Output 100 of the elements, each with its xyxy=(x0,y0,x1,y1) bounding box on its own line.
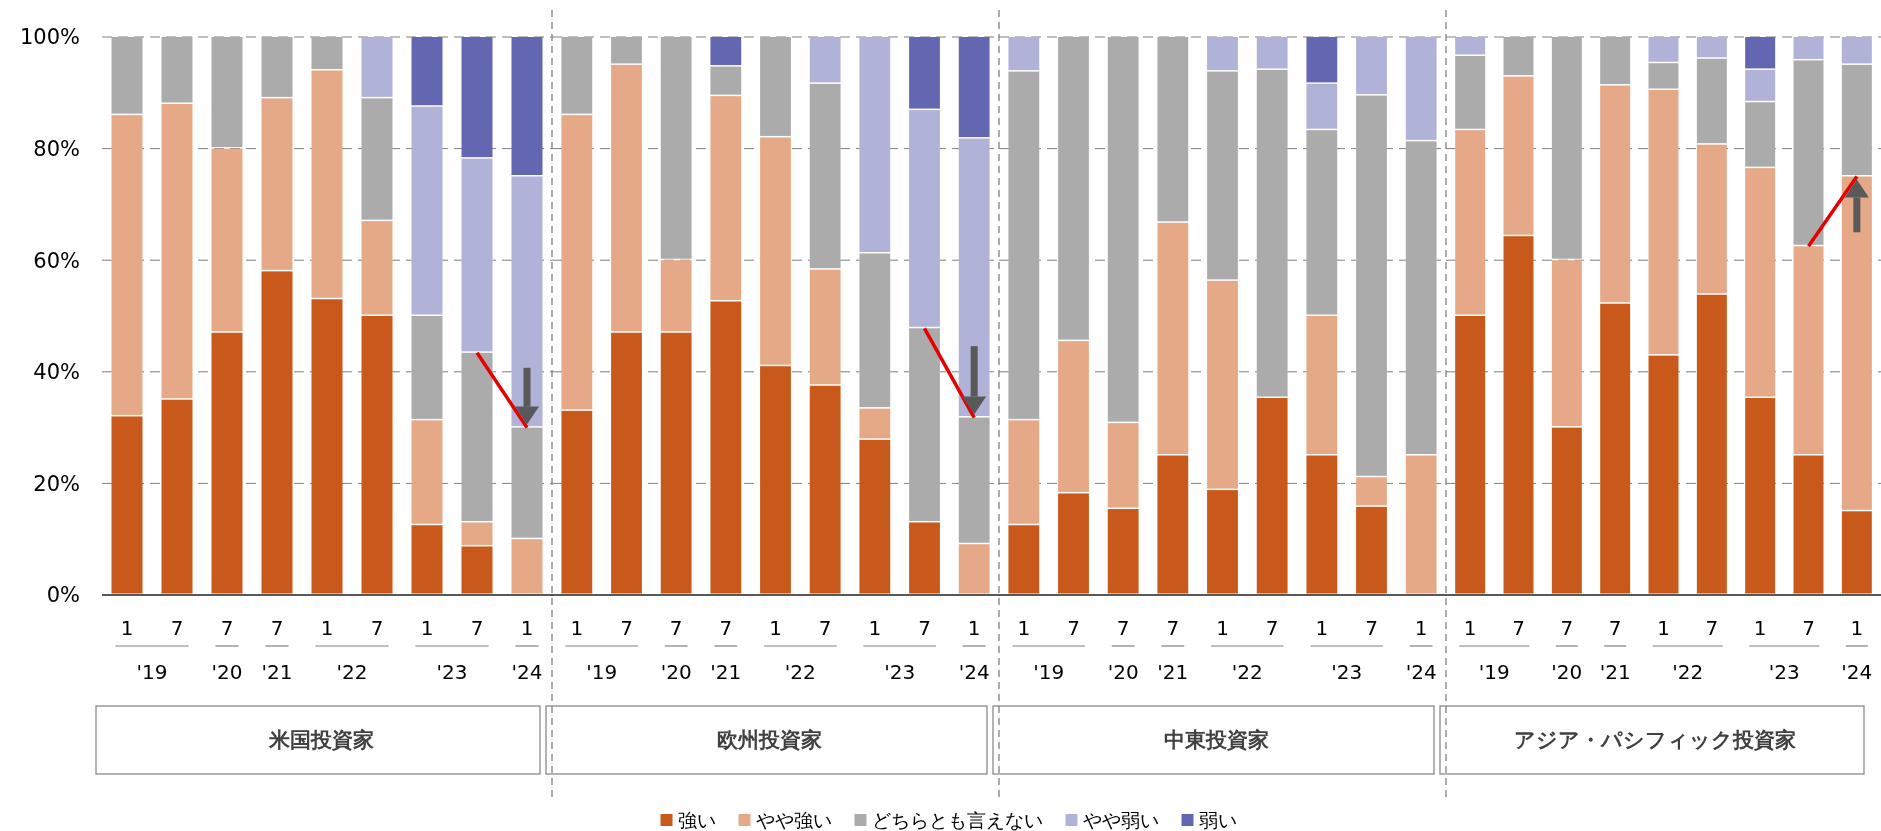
bar xyxy=(611,37,642,64)
bar xyxy=(411,106,443,315)
bar xyxy=(1841,64,1872,175)
legend-label: やや強い xyxy=(755,808,832,831)
legend-label: 弱い xyxy=(1198,808,1237,831)
y-tick-label: 0% xyxy=(46,583,80,608)
bar xyxy=(1455,130,1486,315)
bar xyxy=(1745,398,1776,594)
text: '24 xyxy=(511,660,543,684)
bar xyxy=(1696,58,1727,144)
bar xyxy=(1306,455,1338,594)
bar xyxy=(1793,455,1824,594)
text: '22 xyxy=(1672,660,1704,684)
bar xyxy=(1648,63,1679,89)
y-tick-label: 100% xyxy=(19,25,80,50)
bar xyxy=(1551,37,1582,259)
bar xyxy=(1745,168,1776,397)
bar xyxy=(1058,341,1089,492)
x-axis-title: 米国投資家 xyxy=(267,728,374,753)
text: '19 xyxy=(1478,660,1510,684)
x-tick-label: 7 xyxy=(220,616,234,640)
bar xyxy=(710,66,742,95)
bar xyxy=(111,37,143,114)
x-tick-label: 7 xyxy=(620,616,633,640)
bar xyxy=(1841,511,1872,594)
bar xyxy=(809,269,841,385)
bar xyxy=(461,546,493,594)
bar xyxy=(1058,493,1089,594)
bar xyxy=(1008,37,1040,71)
bar xyxy=(1256,398,1288,594)
x-tick-label: 1 xyxy=(967,616,981,640)
x-tick-label: 1 xyxy=(1463,616,1477,640)
bar xyxy=(809,37,841,83)
x-tick-label: 7 xyxy=(1705,616,1719,640)
x-tick-label: 7 xyxy=(818,616,832,640)
bar xyxy=(710,301,742,594)
bar xyxy=(909,37,940,109)
text: '19 xyxy=(136,660,168,684)
bar xyxy=(1356,95,1387,476)
text: '20 xyxy=(1107,660,1139,684)
bar xyxy=(411,420,443,524)
bar xyxy=(511,539,543,594)
bar xyxy=(1696,144,1727,294)
text: '22 xyxy=(1231,660,1263,684)
bar xyxy=(1356,37,1387,95)
bar xyxy=(809,385,841,594)
legend-label: 強い xyxy=(677,808,716,831)
bar xyxy=(1841,37,1872,64)
x-tick-label: 7 xyxy=(719,616,733,640)
bar xyxy=(361,316,393,594)
bar xyxy=(1793,60,1824,245)
bar xyxy=(1256,69,1288,397)
text: '24 xyxy=(958,660,990,684)
legend-label: どちらとも言えない xyxy=(871,808,1043,831)
bar xyxy=(660,260,692,332)
bar xyxy=(1008,71,1040,419)
text: '21 xyxy=(710,660,742,684)
bar xyxy=(411,525,443,594)
bar xyxy=(1157,222,1189,454)
text: '23 xyxy=(1331,660,1363,684)
bar xyxy=(1405,37,1437,140)
bar xyxy=(859,253,891,408)
bar xyxy=(909,522,940,594)
bar xyxy=(111,115,143,415)
bar xyxy=(710,37,742,66)
bar xyxy=(561,37,593,114)
x-tick-label: 1 xyxy=(420,616,434,640)
text: '22 xyxy=(336,660,368,684)
bar xyxy=(1551,427,1582,594)
bar xyxy=(958,138,990,417)
bar xyxy=(1405,141,1437,454)
bar xyxy=(1600,303,1631,594)
bar xyxy=(1207,71,1238,280)
bar xyxy=(461,37,493,158)
x-tick-label: 7 xyxy=(1560,616,1574,640)
x-tick-label: 7 xyxy=(1116,616,1130,640)
x-tick-label: 7 xyxy=(1608,616,1622,640)
bar xyxy=(1648,37,1679,62)
bar xyxy=(1405,455,1437,594)
bar xyxy=(261,37,293,97)
bar xyxy=(1306,83,1338,129)
text: '23 xyxy=(436,660,468,684)
text: '21 xyxy=(261,660,293,684)
x-tick-label: 7 xyxy=(1365,616,1378,640)
text: '19 xyxy=(1033,660,1065,684)
bar xyxy=(211,148,243,332)
bar xyxy=(461,522,493,545)
x-tick-label: 1 xyxy=(1753,616,1767,640)
y-tick-label: 40% xyxy=(33,360,80,385)
text: '24 xyxy=(1405,660,1437,684)
bar xyxy=(361,221,393,315)
bar xyxy=(461,352,493,521)
bar xyxy=(859,408,891,439)
bar xyxy=(1356,506,1387,594)
bar xyxy=(760,137,791,365)
x-tick-label: 1 xyxy=(1017,616,1031,640)
y-tick-label: 20% xyxy=(33,471,80,496)
bar xyxy=(361,98,393,220)
bar xyxy=(261,271,293,594)
text: '20 xyxy=(660,660,692,684)
